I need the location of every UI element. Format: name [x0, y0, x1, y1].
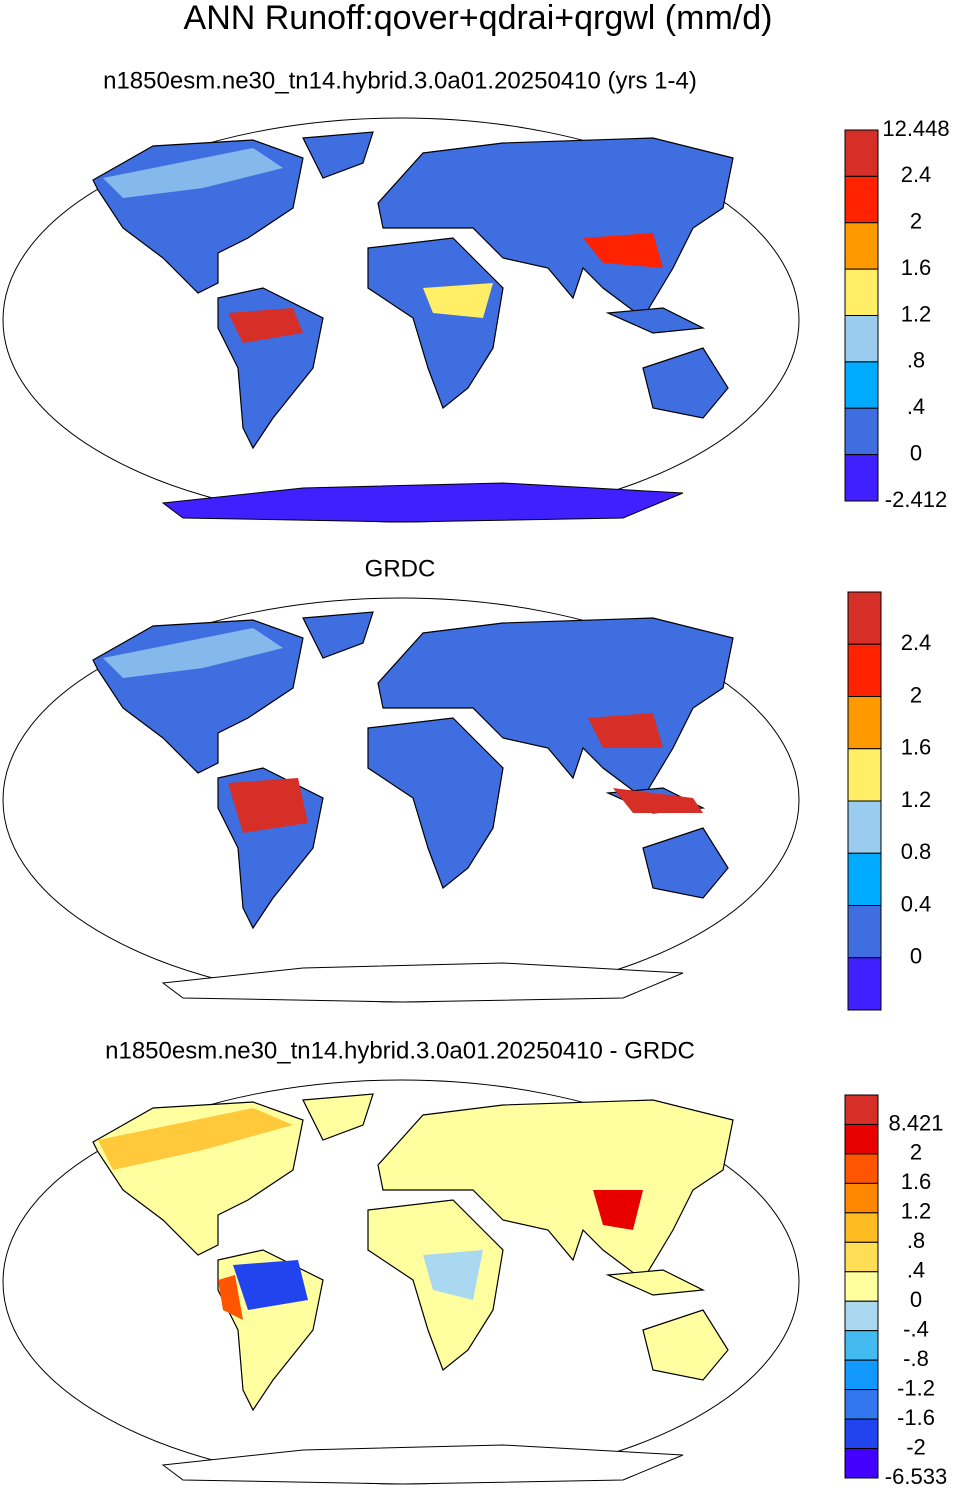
colorbar-box	[844, 1094, 879, 1125]
colorbar-box	[844, 361, 879, 409]
colorbar-box	[847, 852, 882, 906]
colorbar-box	[847, 800, 882, 854]
colorbar-label: 1.6	[901, 735, 932, 760]
colorbar-box	[844, 1359, 879, 1391]
map-panel	[2, 1079, 800, 1485]
colorbar-box	[844, 1271, 879, 1302]
colorbar-label: .8	[907, 348, 925, 373]
colorbar-box	[847, 905, 882, 959]
colorbar-label: 2.4	[901, 162, 932, 187]
colorbar-label: 8.421	[888, 1110, 943, 1135]
colorbar-box	[844, 454, 879, 502]
colorbar-label: 0	[910, 440, 922, 465]
colorbar-label: 2	[910, 209, 922, 234]
colorbar-label: 2	[910, 1140, 922, 1165]
colorbar-label: -6.533	[885, 1464, 947, 1489]
colorbar-box	[847, 748, 882, 802]
colorbar-label: 1.2	[901, 301, 932, 326]
colorbar-box	[844, 315, 879, 363]
colorbar-label: 0	[910, 1287, 922, 1312]
colorbar-box	[844, 1418, 879, 1450]
colorbar-box	[847, 696, 882, 750]
colorbar-box	[844, 1241, 879, 1273]
colorbar-label: .8	[907, 1228, 925, 1253]
colorbar-box	[844, 1182, 879, 1214]
colorbar-box	[844, 1448, 879, 1479]
panel-subtitle: n1850esm.ne30_tn14.hybrid.3.0a01.2025041…	[105, 1037, 695, 1064]
colorbar-label: -1.6	[897, 1405, 935, 1430]
colorbar-label: 0	[910, 944, 922, 969]
panel-subtitle: n1850esm.ne30_tn14.hybrid.3.0a01.2025041…	[103, 67, 697, 94]
colorbar-label: 1.2	[901, 1199, 932, 1224]
colorbar-box	[844, 1212, 879, 1243]
panel-subtitle: GRDC	[365, 555, 436, 582]
colorbar-box	[847, 957, 882, 1011]
colorbar-box	[844, 1123, 879, 1155]
map-panel	[2, 597, 800, 1003]
colorbar-label: 2.4	[901, 630, 932, 655]
colorbar-box	[844, 222, 879, 270]
colorbar-box	[844, 175, 879, 224]
colorbar-box	[844, 1389, 879, 1420]
colorbar-label: .4	[907, 1258, 925, 1283]
colorbar-box	[844, 1300, 879, 1332]
colorbar-label: 0.8	[901, 839, 932, 864]
colorbar-label: 1.6	[901, 255, 932, 280]
colorbar-box	[844, 1153, 879, 1184]
colorbar-label: -2.412	[885, 487, 947, 512]
colorbar-label: 12.448	[882, 116, 949, 141]
colorbar-box	[844, 268, 879, 316]
colorbar-label: 1.6	[901, 1169, 932, 1194]
colorbar-box	[847, 643, 882, 697]
colorbar-label: 1.2	[901, 787, 932, 812]
colorbar-label: -1.2	[897, 1375, 935, 1400]
colorbar-label: -.4	[903, 1317, 929, 1342]
colorbar-box	[847, 591, 882, 645]
colorbar-box	[844, 407, 879, 456]
colorbar-label: -.8	[903, 1346, 929, 1371]
figure-title: ANN Runoff:qover+qdrai+qrgwl (mm/d)	[184, 0, 773, 37]
colorbar-box	[844, 1330, 879, 1361]
colorbar-label: 2	[910, 682, 922, 707]
colorbar-label: 0.4	[901, 891, 932, 916]
colorbar-box	[844, 129, 879, 177]
map-panel	[2, 117, 800, 523]
colorbar-label: -2	[906, 1434, 926, 1459]
colorbar-label: .4	[907, 394, 925, 419]
